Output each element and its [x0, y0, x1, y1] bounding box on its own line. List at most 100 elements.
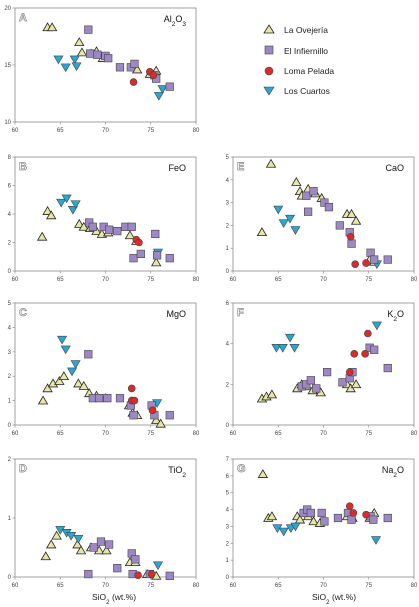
point-ovejeria — [150, 415, 162, 424]
point-cuartos — [157, 85, 168, 94]
panel-e: 60 65 70 75 80 0 1 2 3 4 5 E CaO — [226, 155, 418, 283]
plot-frame — [14, 7, 197, 123]
legend-label-infiernillo: El Infiernillo — [284, 46, 328, 56]
y-tick-label: 8 — [8, 155, 12, 161]
x-tick-label: 70 — [102, 583, 109, 589]
legend-item-ovejeria: La Ovejería — [263, 24, 328, 35]
point-infiernillo — [165, 254, 174, 263]
panel-title: CaO — [385, 163, 404, 173]
point-ovejeria — [124, 230, 136, 240]
point-ovejeria — [74, 37, 85, 46]
point-infiernillo — [86, 49, 95, 58]
point-cuartos — [278, 219, 289, 229]
point-cuartos — [70, 360, 81, 369]
x-tick-label: 75 — [365, 277, 372, 283]
panel-letter: G — [237, 463, 246, 475]
point-infiernillo — [115, 394, 125, 403]
point-infiernillo — [151, 229, 160, 239]
x-tick-label: 80 — [193, 431, 200, 437]
x-tick-label: 80 — [411, 583, 418, 589]
point-infiernillo — [324, 203, 334, 212]
point-lomapelada — [351, 260, 359, 268]
point-cuartos — [153, 92, 164, 101]
point-infiernillo — [366, 248, 375, 257]
point-infiernillo — [84, 350, 93, 359]
point-infiernillo — [338, 378, 347, 387]
point-cuartos — [284, 333, 296, 343]
point-infiernillo — [302, 191, 311, 200]
legend-item-lomapelada: Loma Pelada — [264, 66, 334, 76]
legend-label-lomapelada: Loma Pelada — [284, 66, 334, 76]
panel-title: TiO2 — [168, 465, 186, 479]
point-ovejeria — [72, 539, 83, 549]
point-infiernillo — [103, 394, 112, 403]
point-cuartos — [290, 522, 301, 532]
point-infiernillo — [96, 537, 106, 546]
point-infiernillo — [320, 517, 329, 526]
panel-a: 60 65 70 75 80 10 15 20 A Al2O3 — [4, 6, 200, 134]
panel-title: Al2O3 — [164, 14, 187, 28]
point-lomapelada — [350, 350, 359, 358]
legend-item-infiernillo: El Infiernillo — [264, 45, 328, 56]
x-tick-label: 70 — [102, 128, 109, 134]
point-ovejeria — [46, 22, 58, 32]
point-infiernillo — [88, 222, 97, 231]
y-tick-label: 4 — [226, 342, 230, 348]
y-tick-label: 5 — [226, 155, 230, 161]
point-ovejeria — [291, 176, 302, 186]
legend-label-cuartos: Los Cuartos — [284, 86, 330, 96]
point-ovejeria — [73, 378, 84, 388]
x-tick-label: 75 — [147, 431, 154, 437]
point-cuartos — [152, 561, 164, 571]
point-infiernillo — [129, 254, 138, 263]
x-tick-label: 80 — [411, 431, 418, 437]
x-tick-label: 80 — [411, 277, 418, 283]
point-ovejeria — [155, 418, 166, 428]
point-infiernillo — [383, 255, 392, 264]
x-tick-label: 80 — [193, 583, 200, 589]
point-lomapelada — [127, 384, 136, 393]
y-tick-label: 5 — [226, 491, 230, 497]
y-tick-label: 10 — [4, 120, 11, 126]
point-infiernillo — [84, 25, 93, 34]
legend-label-ovejeria: La Ovejería — [284, 25, 328, 35]
point-infiernillo — [95, 394, 104, 403]
plot-frame — [14, 156, 197, 272]
y-tick-label: 2 — [8, 374, 12, 380]
point-cuartos — [53, 55, 64, 65]
point-cuartos — [66, 367, 78, 377]
point-infiernillo — [317, 508, 326, 518]
y-tick-label: 0 — [226, 423, 230, 429]
y-tick-label: 20 — [4, 6, 11, 12]
legend-marker-cuartos — [263, 86, 275, 96]
plot-frame — [14, 302, 197, 426]
panel-title: FeO — [168, 163, 186, 173]
x-tick-label: 65 — [57, 128, 64, 134]
point-ovejeria — [74, 218, 85, 228]
y-tick-label: 0 — [8, 423, 12, 429]
point-infiernillo — [113, 564, 122, 573]
point-ovejeria — [266, 389, 278, 399]
y-tick-label: 0 — [8, 575, 12, 581]
x-axis-label-right: SiO2 (wt.%) — [312, 592, 356, 606]
point-cuartos — [69, 55, 80, 65]
point-ovejeria — [101, 545, 112, 555]
y-tick-label: 6 — [226, 474, 230, 480]
panel-d: 60 65 70 75 80 0 1 2 D TiO2 — [8, 457, 200, 589]
y-tick-label: 4 — [8, 325, 12, 331]
point-infiernillo — [370, 255, 379, 264]
point-lomapelada — [129, 78, 138, 86]
y-tick-label: 6 — [226, 301, 230, 307]
point-ovejeria — [76, 47, 88, 57]
point-cuartos — [66, 531, 77, 541]
point-infiernillo — [113, 227, 122, 236]
point-lomapelada — [345, 368, 354, 376]
point-cuartos — [60, 345, 71, 355]
point-ovejeria — [150, 257, 162, 267]
panel-title: Na2O — [382, 465, 404, 479]
legend-marker-infiernillo — [264, 45, 274, 55]
point-lomapelada — [362, 259, 370, 267]
y-tick-label: 1 — [8, 516, 12, 522]
point-infiernillo — [312, 384, 321, 393]
